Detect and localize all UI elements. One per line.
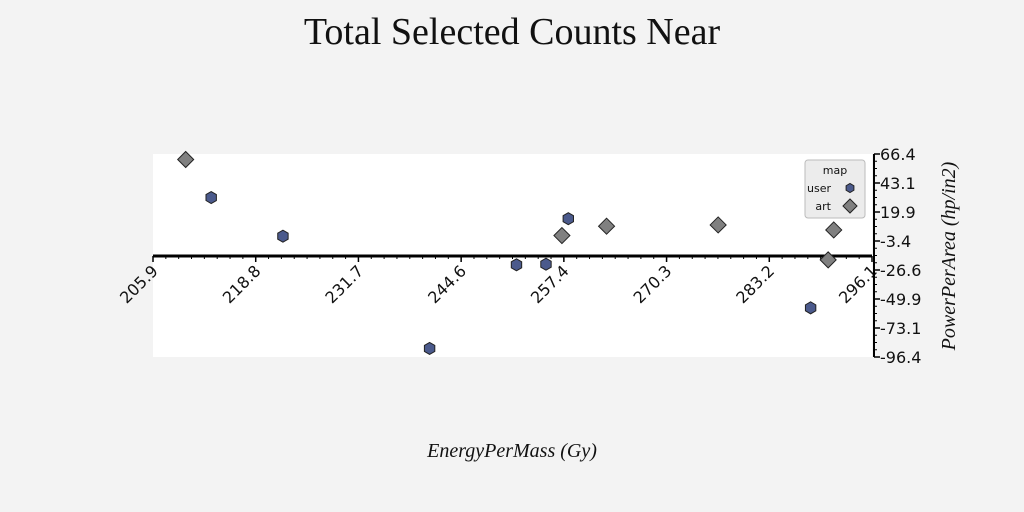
data-point-art: [825, 221, 843, 239]
legend-label-art: art: [815, 200, 831, 213]
y-tick-label: 66.4: [880, 145, 916, 164]
legend-label-user: user: [807, 182, 831, 195]
data-points: [176, 150, 843, 355]
legend: map user art: [804, 159, 866, 219]
data-point-user: [205, 190, 217, 205]
y-tick-label: -26.6: [880, 261, 921, 280]
data-point-art: [819, 251, 837, 269]
data-point-user: [562, 212, 574, 226]
y-axis-label: PowerPerArea (hp/in2): [938, 161, 960, 351]
y-tick-label: -49.9: [880, 290, 921, 309]
y-tick-label: 43.1: [880, 174, 916, 193]
data-point-art: [553, 226, 571, 245]
y-tick-label: -73.1: [880, 319, 921, 338]
y-tick-label: 19.9: [880, 203, 916, 222]
data-point-user: [510, 258, 523, 272]
data-point-user: [540, 257, 552, 271]
data-point-art: [709, 216, 727, 234]
data-point-art: [176, 150, 195, 169]
chart-title: Total Selected Counts Near: [304, 11, 721, 53]
y-tick-label: -96.4: [880, 348, 921, 367]
legend-marker-art: [842, 198, 858, 214]
data-point-user: [804, 301, 817, 315]
y-tick-label: -3.4: [880, 232, 911, 251]
x-axis-label: EnergyPerMass (Gy): [426, 440, 597, 462]
legend-marker-user: [845, 182, 855, 194]
data-point-user: [423, 341, 436, 355]
data-point-art: [597, 217, 616, 235]
data-point-user: [277, 229, 289, 243]
legend-title: map: [823, 164, 847, 177]
